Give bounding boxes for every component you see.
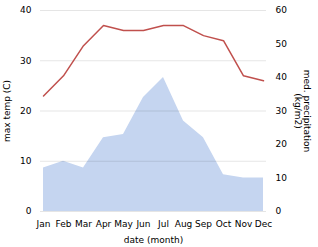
svg-text:Jul: Jul	[157, 219, 169, 229]
svg-text:10: 10	[276, 173, 288, 183]
svg-text:date (month): date (month)	[124, 235, 183, 245]
svg-text:Apr: Apr	[96, 219, 112, 229]
svg-text:0: 0	[26, 206, 32, 216]
svg-text:30: 30	[20, 56, 32, 66]
svg-text:Nov: Nov	[235, 219, 253, 229]
svg-text:Oct: Oct	[216, 219, 232, 229]
svg-text:Feb: Feb	[56, 219, 72, 229]
svg-text:20: 20	[20, 106, 32, 116]
svg-text:30: 30	[276, 106, 288, 116]
svg-text:Jan: Jan	[36, 219, 51, 229]
svg-text:10: 10	[20, 156, 32, 166]
svg-text:med. precipitation(kg/m2): med. precipitation(kg/m2)	[293, 70, 312, 152]
svg-text:Sep: Sep	[195, 219, 212, 229]
svg-text:40: 40	[276, 72, 288, 82]
svg-text:50: 50	[276, 39, 288, 49]
svg-text:40: 40	[20, 5, 32, 15]
svg-text:0: 0	[276, 206, 282, 216]
svg-text:Dec: Dec	[255, 219, 272, 229]
svg-text:Mar: Mar	[75, 219, 92, 229]
svg-text:May: May	[114, 219, 133, 229]
svg-text:20: 20	[276, 139, 288, 149]
svg-text:max temp (C): max temp (C)	[2, 80, 12, 142]
svg-text:Aug: Aug	[175, 219, 193, 229]
svg-text:Jun: Jun	[135, 219, 150, 229]
svg-text:60: 60	[276, 5, 288, 15]
